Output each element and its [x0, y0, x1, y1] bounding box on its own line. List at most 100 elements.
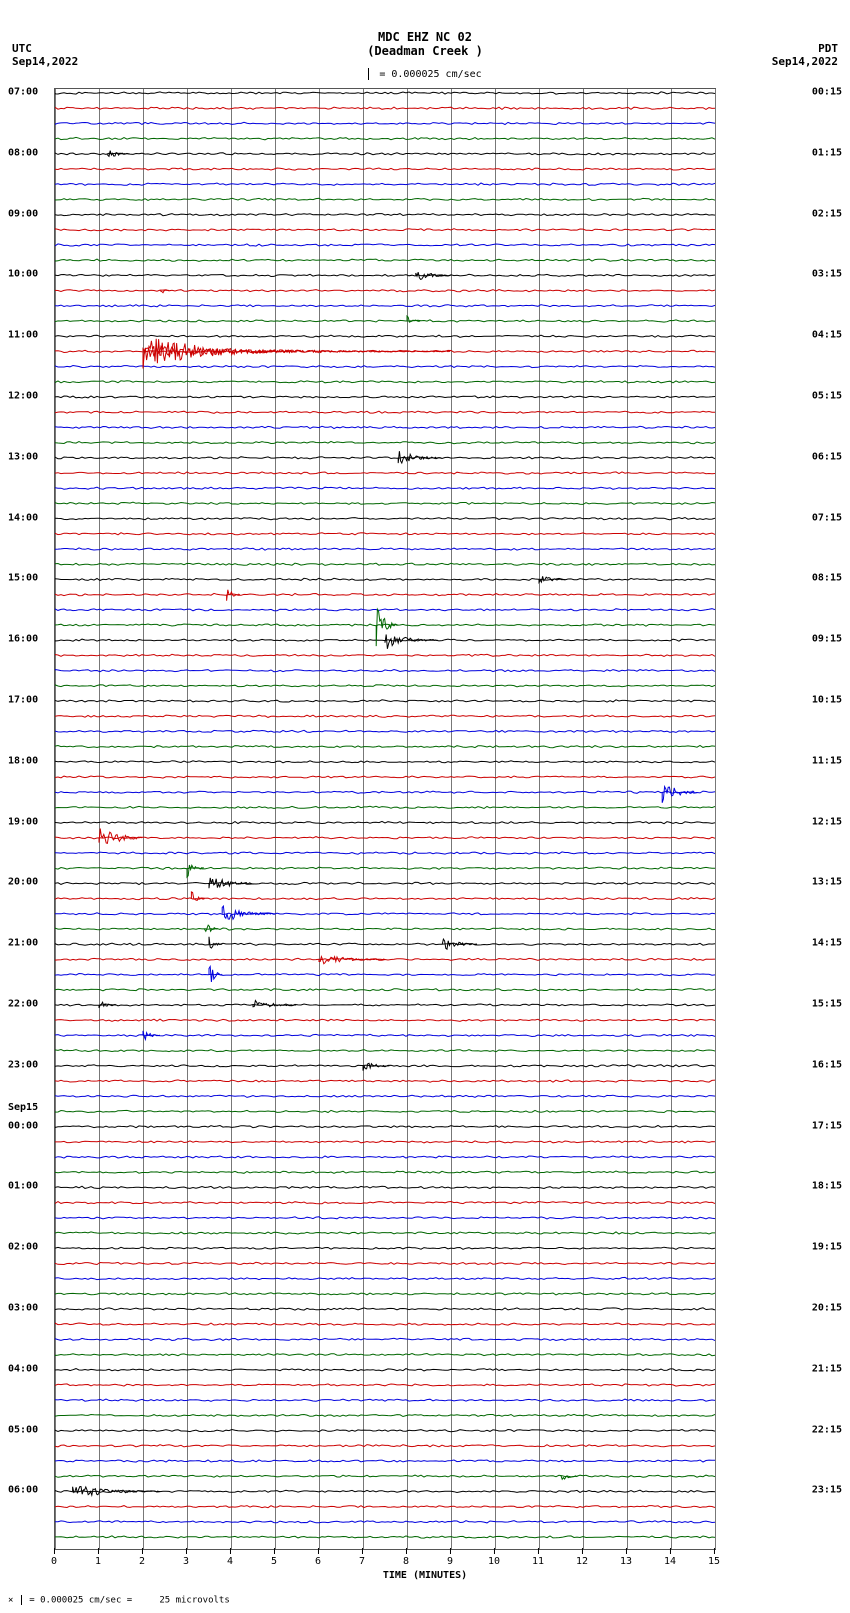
left-hour-label: 00:00	[8, 1120, 38, 1131]
trace-line	[55, 943, 715, 945]
right-hour-label: 23:15	[812, 1485, 842, 1496]
x-tick: 15	[708, 1548, 720, 1567]
trace-line	[55, 290, 715, 292]
trace-line	[55, 928, 715, 930]
trace-line	[55, 1475, 715, 1477]
x-tick: 12	[576, 1548, 588, 1567]
left-hour-label: 17:00	[8, 695, 38, 706]
trace-line	[55, 335, 715, 337]
seismic-event	[143, 339, 297, 369]
trace-line	[55, 806, 715, 808]
trace-line	[55, 593, 715, 595]
left-hour-label: 08:00	[8, 147, 38, 158]
x-tick: 11	[532, 1548, 544, 1567]
trace-line	[55, 563, 715, 565]
trace-line	[55, 1384, 715, 1386]
trace-line	[55, 715, 715, 717]
trace-line	[55, 1323, 715, 1325]
trace-line	[55, 1110, 715, 1112]
x-tick: 2	[139, 1548, 145, 1567]
footer-sub: ×	[8, 1595, 13, 1605]
right-hour-label: 01:15	[812, 147, 842, 158]
trace-line	[55, 153, 715, 155]
trace-line	[55, 791, 715, 793]
left-hour-label: 05:00	[8, 1424, 38, 1435]
trace-line	[55, 578, 715, 580]
left-hour-label: 10:00	[8, 269, 38, 280]
trace-line	[55, 1521, 715, 1523]
day-break-label: Sep15	[8, 1102, 38, 1113]
right-hour-label: 07:15	[812, 512, 842, 523]
trace-line	[55, 1156, 715, 1158]
seismic-event	[143, 1031, 160, 1040]
left-hour-label: 16:00	[8, 634, 38, 645]
footer-right: 25 microvolts	[159, 1595, 229, 1605]
seismic-event	[99, 829, 142, 844]
right-hour-label: 08:15	[812, 573, 842, 584]
trace-line	[55, 1354, 715, 1356]
trace-line	[55, 1141, 715, 1143]
left-hour-label: 23:00	[8, 1059, 38, 1070]
gridline	[715, 89, 716, 1549]
trace-line	[55, 214, 715, 216]
x-tick: 9	[447, 1548, 453, 1567]
trace-line	[55, 229, 715, 231]
trace-line	[55, 882, 715, 884]
x-tick: 7	[359, 1548, 365, 1567]
trace-line	[55, 1536, 715, 1538]
trace-line	[55, 837, 715, 839]
trace-line	[55, 259, 715, 261]
right-hour-label: 14:15	[812, 938, 842, 949]
seismic-event	[319, 957, 385, 964]
left-hour-label: 04:00	[8, 1363, 38, 1374]
right-hour-label: 05:15	[812, 391, 842, 402]
trace-line	[55, 1445, 715, 1447]
trace-line	[55, 609, 715, 611]
right-hour-label: 17:15	[812, 1120, 842, 1131]
left-hour-label: 13:00	[8, 451, 38, 462]
left-hour-label: 19:00	[8, 816, 38, 827]
trace-line	[55, 441, 715, 443]
trace-line	[55, 1262, 715, 1264]
seismic-event	[385, 635, 438, 649]
right-hour-label: 02:15	[812, 208, 842, 219]
trace-line	[55, 487, 715, 489]
right-hour-label: 18:15	[812, 1181, 842, 1192]
trace-line	[55, 913, 715, 915]
seismic-event	[209, 878, 252, 888]
right-hour-label: 19:15	[812, 1242, 842, 1253]
right-hour-label: 15:15	[812, 999, 842, 1010]
left-hour-label: 22:00	[8, 999, 38, 1010]
trace-line	[55, 502, 715, 504]
x-tick: 13	[620, 1548, 632, 1567]
right-hour-label: 06:15	[812, 451, 842, 462]
right-hour-label: 20:15	[812, 1303, 842, 1314]
trace-line	[55, 244, 715, 246]
scale-bar-icon	[368, 68, 369, 80]
trace-line	[55, 1217, 715, 1219]
trace-line	[55, 548, 715, 550]
trace-line	[55, 518, 715, 520]
left-hour-label: 21:00	[8, 938, 38, 949]
chart-header: MDC EHZ NC 02 (Deadman Creek )	[0, 30, 850, 58]
trace-line	[55, 168, 715, 170]
trace-line	[55, 1369, 715, 1371]
trace-line	[55, 1308, 715, 1310]
trace-line	[55, 1399, 715, 1401]
right-hour-label: 16:15	[812, 1059, 842, 1070]
trace-line	[55, 122, 715, 124]
trace-line	[55, 670, 715, 672]
left-hour-label: 15:00	[8, 573, 38, 584]
trace-line	[55, 533, 715, 535]
x-tick: 5	[271, 1548, 277, 1567]
trace-line	[55, 1506, 715, 1508]
left-hour-label: 03:00	[8, 1303, 38, 1314]
trace-line	[55, 1430, 715, 1432]
seismogram-container: UTC Sep14,2022 PDT Sep14,2022 MDC EHZ NC…	[0, 0, 850, 1613]
trace-line	[55, 867, 715, 869]
x-tick: 8	[403, 1548, 409, 1567]
right-hour-label: 10:15	[812, 695, 842, 706]
trace-line	[55, 1095, 715, 1097]
trace-line	[55, 1050, 715, 1052]
trace-line	[55, 1004, 715, 1006]
